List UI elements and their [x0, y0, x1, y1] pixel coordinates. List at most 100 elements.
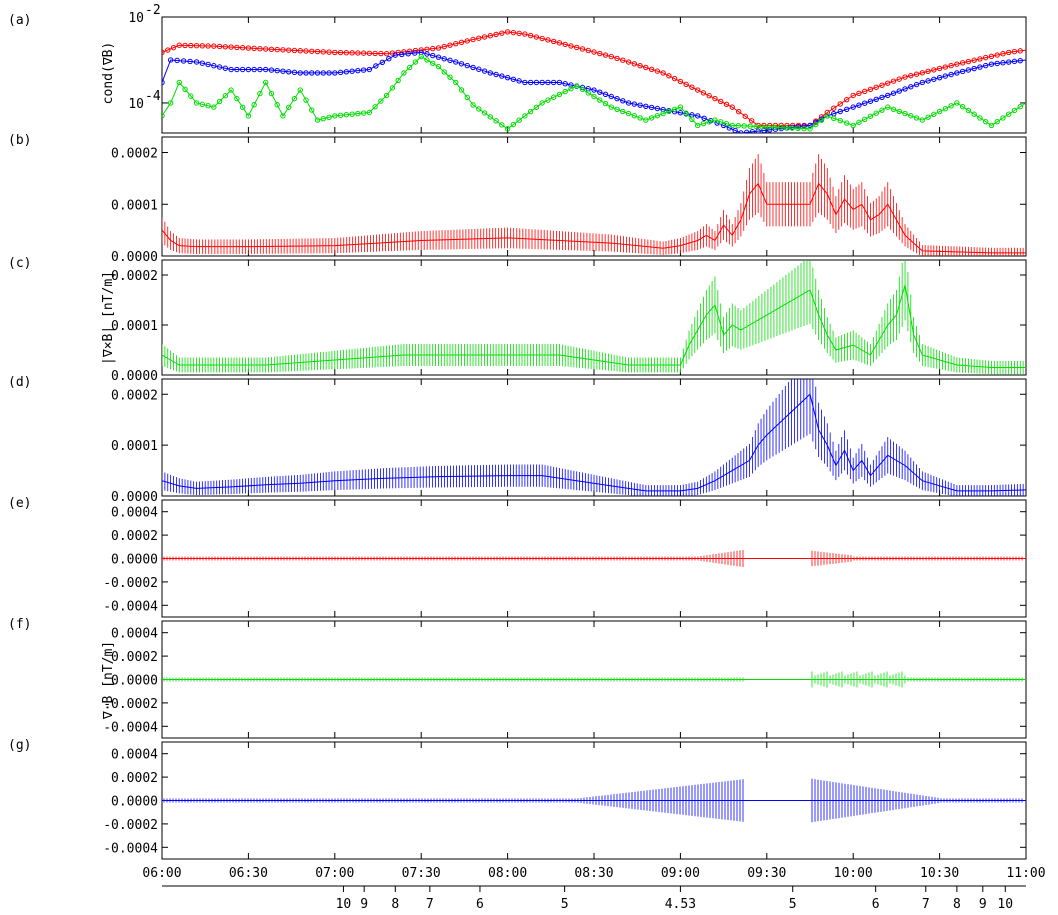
data-point: [1000, 115, 1006, 121]
data-point: [516, 78, 522, 84]
data-point: [533, 104, 540, 110]
data-point: [602, 52, 609, 58]
data-point: [504, 126, 511, 132]
data-point: [303, 48, 309, 54]
data-point: [1011, 58, 1018, 65]
panel-tag: (d): [8, 375, 31, 390]
data-point: [873, 84, 879, 90]
data-point: [890, 90, 897, 96]
data-point: [268, 67, 275, 73]
data-point: [919, 79, 926, 86]
time-tick-label: 07:30: [402, 866, 441, 881]
bottom-axis-label: 6: [476, 897, 484, 912]
data-point: [228, 66, 234, 73]
data-point: [234, 44, 240, 51]
data-point: [314, 70, 321, 76]
data-point: [620, 98, 626, 104]
plot-area: [162, 260, 1026, 375]
data-point: [807, 126, 813, 132]
data-point: [510, 76, 517, 82]
data-point: [862, 88, 868, 95]
data-point: [608, 53, 614, 60]
panel-tag: (f): [8, 617, 31, 632]
series-line-red: [162, 31, 1026, 126]
data-point: [982, 118, 989, 125]
data-point: [971, 111, 977, 117]
data-point: [913, 71, 920, 77]
data-point: [245, 45, 252, 51]
data-point: [337, 112, 344, 119]
data-point: [867, 86, 874, 92]
data-point: [309, 70, 315, 76]
data-point: [813, 121, 819, 128]
data-point: [625, 59, 632, 65]
data-point: [965, 58, 972, 65]
data-point: [689, 116, 695, 123]
data-point: [332, 49, 338, 56]
data-point: [677, 104, 684, 110]
bottom-axis-label: 7: [426, 897, 434, 912]
data-point: [355, 67, 361, 74]
data-point: [862, 100, 868, 106]
data-point: [648, 104, 655, 111]
data-point: [654, 68, 661, 74]
data-point: [597, 97, 603, 103]
data-point: [320, 115, 326, 122]
data-point: [1006, 59, 1012, 65]
data-point: [297, 87, 303, 93]
data-point: [574, 83, 580, 89]
data-point: [476, 35, 482, 41]
data-point: [326, 70, 332, 76]
data-point: [631, 113, 638, 119]
y-tick-label: 0.0000: [111, 553, 158, 568]
data-point: [591, 93, 597, 100]
data-point: [165, 47, 171, 53]
plot-area: [162, 778, 1026, 823]
data-point: [188, 42, 194, 49]
data-point: [982, 62, 989, 69]
data-point: [522, 31, 528, 37]
data-point: [748, 118, 755, 124]
data-point: [234, 95, 240, 102]
data-point: [988, 53, 995, 60]
data-point: [753, 123, 759, 130]
data-point: [441, 56, 447, 62]
data-point: [982, 54, 989, 61]
data-point: [862, 116, 868, 123]
data-point: [216, 64, 223, 70]
data-point: [783, 125, 789, 131]
data-point: [913, 81, 920, 88]
data-point: [977, 56, 983, 62]
data-point: [441, 69, 447, 75]
panel-tag: (b): [8, 133, 31, 148]
bottom-axis-label: 8: [391, 897, 399, 912]
data-point: [303, 70, 309, 76]
data-point: [170, 44, 177, 51]
data-point: [251, 102, 257, 108]
data-point: [412, 50, 418, 56]
data-point: [643, 103, 649, 109]
data-point: [545, 79, 551, 86]
data-point: [971, 65, 977, 72]
data-point: [222, 44, 229, 50]
data-point: [896, 76, 902, 82]
y-tick-label: 0.0000: [111, 674, 158, 689]
data-point: [873, 96, 879, 103]
data-point: [977, 115, 983, 121]
data-point: [458, 39, 465, 46]
data-point: [837, 117, 843, 124]
data-point: [239, 104, 246, 110]
data-point: [268, 90, 275, 97]
time-tick-label: 10:30: [920, 866, 959, 881]
data-point: [942, 105, 949, 112]
data-point: [343, 69, 350, 75]
data-point: [167, 57, 174, 63]
data-point: [831, 105, 837, 111]
bottom-axis-label: 10: [336, 897, 352, 912]
data-point: [424, 51, 430, 57]
data-point: [743, 129, 750, 133]
data-point: [712, 117, 718, 123]
panel-frame: [161, 136, 1027, 257]
data-point: [919, 70, 926, 76]
